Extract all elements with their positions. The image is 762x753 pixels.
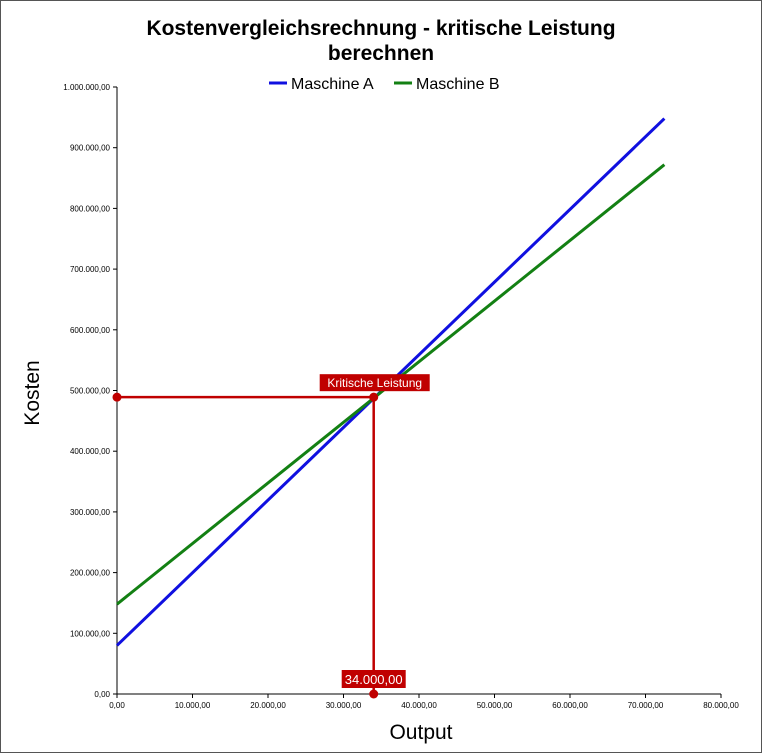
y-tick-label: 800.000,00 <box>70 204 111 213</box>
y-tick-label: 600.000,00 <box>70 326 111 335</box>
y-tick-label: 100.000,00 <box>70 629 111 638</box>
y-tick-label: 0,00 <box>94 690 110 699</box>
critical-x-label-box <box>341 670 406 688</box>
x-tick-label: 50.000,00 <box>477 701 513 710</box>
x-tick-label: 40.000,00 <box>401 701 437 710</box>
x-tick-label: 80.000,00 <box>703 701 739 710</box>
x-tick-label: 10.000,00 <box>175 701 211 710</box>
critical-point-label: Kritische Leistung <box>327 376 422 390</box>
y-axis-title: Kosten <box>21 360 44 425</box>
annotation-layer: Kritische Leistung 34.000,00 <box>112 374 430 699</box>
y-tick-label: 1.000.000,00 <box>63 83 110 92</box>
y-tick-label: 200.000,00 <box>70 569 111 578</box>
legend-label: Maschine B <box>416 76 500 93</box>
y-tick-label: 500.000,00 <box>70 387 111 396</box>
x-tick-label: 20.000,00 <box>250 701 286 710</box>
x-tick-label: 60.000,00 <box>552 701 588 710</box>
critical-x-marker <box>369 689 379 699</box>
critical-x-label: 34.000,00 <box>345 672 403 687</box>
x-tick-label: 30.000,00 <box>326 701 362 710</box>
x-tick-label: 0,00 <box>109 701 125 710</box>
y-tick-label: 400.000,00 <box>70 447 111 456</box>
x-tick-label: 70.000,00 <box>628 701 664 710</box>
y-tick-label: 900.000,00 <box>70 144 111 153</box>
axes: 0,00 100.000,00 200.000,00 300.000,00 400.00… <box>63 83 739 710</box>
chart-title-line2: berechnen <box>328 42 434 65</box>
legend-label: Maschine A <box>291 76 374 93</box>
x-axis-title: Output <box>389 721 452 744</box>
critical-point-marker <box>369 392 379 402</box>
legend: Maschine A Maschine B <box>269 76 500 93</box>
critical-y-marker <box>112 392 122 402</box>
y-tick-label: 700.000,00 <box>70 265 111 274</box>
y-tick-label: 300.000,00 <box>70 508 111 517</box>
chart-title-line1: Kostenvergleichsrechnung - kritische Lei… <box>146 17 615 40</box>
critical-point-label-box <box>319 374 430 392</box>
